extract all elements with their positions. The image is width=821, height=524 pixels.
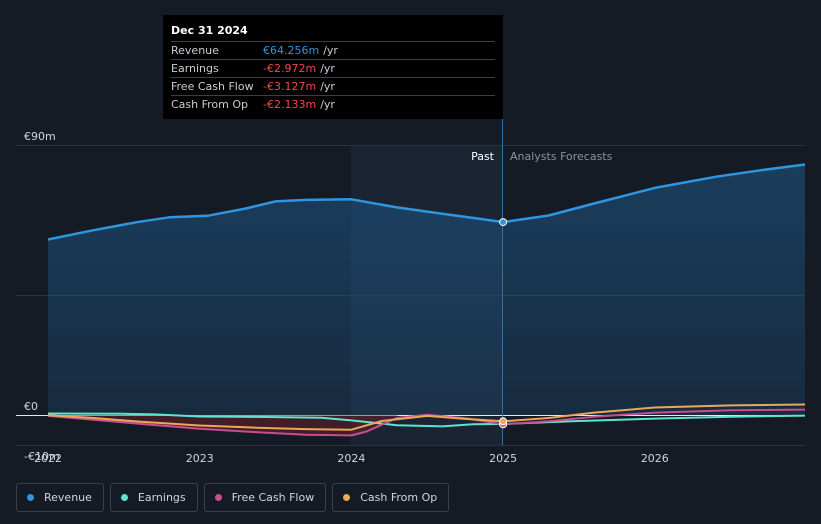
forecast-label: Analysts Forecasts <box>510 150 613 163</box>
legend-label: Revenue <box>44 491 92 504</box>
tooltip-date: Dec 31 2024 <box>171 24 248 37</box>
tooltip-row-unit: /yr <box>320 62 335 75</box>
tooltip-row-value: -€3.127m <box>263 80 317 93</box>
series-line-earnings <box>47 412 806 428</box>
hover-markers <box>499 218 508 429</box>
x-tick-label: 2022 <box>34 452 62 465</box>
tooltip-row-label: Earnings <box>171 62 219 75</box>
legend-label: Cash From Op <box>360 491 438 504</box>
series-line-cash-from-op <box>47 403 806 431</box>
tooltip-row: Cash From Op -€2.133m/yr <box>171 95 495 113</box>
y-tick-label: €90m <box>24 130 56 143</box>
tooltip-row-label: Revenue <box>171 44 219 57</box>
legend-dot-icon <box>214 494 222 501</box>
series-lines <box>47 163 806 437</box>
y-tick-label: -€10m <box>24 450 60 463</box>
x-axis-labels: 2022 2023 2024 2025 2026 <box>34 452 669 465</box>
tooltip-row-unit: /yr <box>323 44 338 57</box>
tooltip-row-value: -€2.972m <box>263 62 317 75</box>
past-label: Past <box>471 150 495 163</box>
tooltip-row-value: -€2.133m <box>263 98 317 111</box>
y-axis-labels: €90m €0 -€10m <box>24 130 60 463</box>
legend-item-cash-from-op[interactable]: Cash From Op <box>332 483 450 512</box>
y-tick-label: €0 <box>24 400 38 413</box>
revenue-area <box>48 164 805 415</box>
series-line-free-cash-flow <box>47 408 806 437</box>
tooltip-row-unit: /yr <box>320 80 335 93</box>
x-tick-label: 2023 <box>186 452 214 465</box>
legend-label: Earnings <box>137 491 186 504</box>
legend-item-free-cash-flow[interactable]: Free Cash Flow <box>203 483 327 512</box>
negative-cashflow-area <box>48 415 397 436</box>
tooltip-row-unit: /yr <box>320 98 335 111</box>
x-tick-label: 2025 <box>489 452 517 465</box>
legend-dot-icon <box>120 494 128 501</box>
series-line-revenue <box>47 163 806 241</box>
legend-item-earnings[interactable]: Earnings <box>109 483 198 512</box>
hover-marker <box>499 417 508 426</box>
legend-dot-icon <box>343 494 351 501</box>
tooltip-row-label: Free Cash Flow <box>171 80 254 93</box>
x-tick-label: 2024 <box>337 452 365 465</box>
area-fills <box>48 164 805 436</box>
chart-legend: Revenue Earnings Free Cash Flow Cash From O… <box>16 483 450 512</box>
tooltip-row-value: €64.256m <box>263 44 320 57</box>
hover-marker <box>499 218 508 227</box>
x-tick-label: 2026 <box>641 452 669 465</box>
legend-dot-icon <box>27 494 34 501</box>
legend-label: Free Cash Flow <box>231 491 315 504</box>
tooltip-row: Revenue €64.256m/yr <box>171 41 495 59</box>
tooltip-row-label: Cash From Op <box>171 98 249 111</box>
tooltip-row: Free Cash Flow -€3.127m/yr <box>171 77 495 95</box>
legend-item-revenue[interactable]: Revenue <box>16 483 104 512</box>
tooltip-row: Earnings -€2.972m/yr <box>171 59 495 77</box>
data-tooltip: Dec 31 2024 Revenue €64.256m/yr Earnings -€… <box>163 15 503 119</box>
